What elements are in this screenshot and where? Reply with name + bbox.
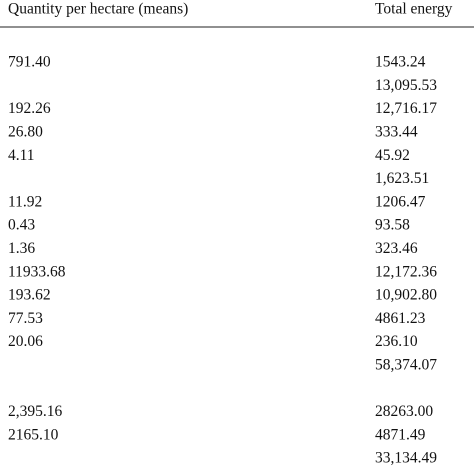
column-header: Total energy	[375, 1, 453, 18]
table-cell: 12,172.36	[375, 263, 437, 280]
table-cell: 77.53	[8, 310, 43, 327]
table-cell: 28263.00	[375, 403, 433, 420]
table-cell: 193.62	[8, 287, 51, 304]
table-cell: 11.92	[8, 193, 42, 210]
table-cell: 33,134.49	[375, 450, 437, 467]
table-cell: 0.43	[8, 217, 35, 234]
table-cell: 20.06	[8, 333, 43, 350]
table-cell: 4.11	[8, 147, 35, 164]
table-cell: 4861.23	[375, 310, 426, 327]
table-cell: 791.40	[8, 54, 51, 71]
table-cell: 10,902.80	[375, 287, 437, 304]
table-cell: 45.92	[375, 147, 410, 164]
table-cell: 2,395.16	[8, 403, 63, 420]
table-cell: 13,095.53	[375, 77, 437, 94]
table-cell: 236.10	[375, 333, 418, 350]
table-cell: 1,623.51	[375, 170, 429, 187]
table-cell: 323.46	[375, 240, 418, 257]
table-cell: 1206.47	[375, 193, 426, 210]
table-cell: 2165.10	[8, 426, 59, 443]
table-cell: 11933.68	[8, 263, 66, 280]
table-cell: 58,374.07	[375, 356, 437, 373]
table-cell: 333.44	[375, 123, 418, 140]
table-cell: 93.58	[375, 217, 410, 234]
column-header: Quantity per hectare (means)	[8, 1, 188, 18]
table-cell: 1543.24	[375, 54, 426, 71]
table-cell: 1.36	[8, 240, 35, 257]
table-cell: 26.80	[8, 123, 43, 140]
table-cell: 192.26	[8, 100, 51, 117]
table-cell: 4871.49	[375, 426, 426, 443]
table-cell: 12,716.17	[375, 100, 437, 117]
